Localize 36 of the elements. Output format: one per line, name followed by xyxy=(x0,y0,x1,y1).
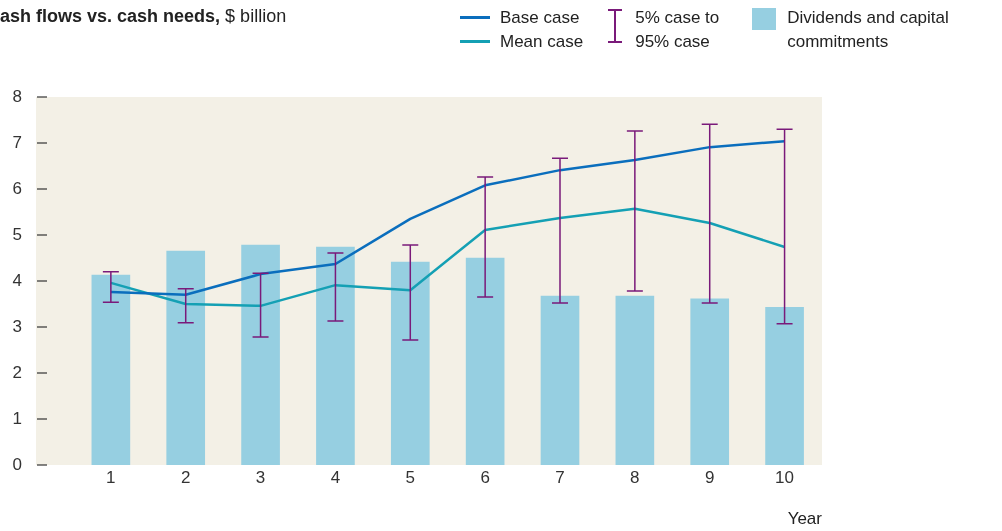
bar xyxy=(91,274,131,465)
x-tick-label: 10 xyxy=(775,467,795,487)
y-tick-label: 0 xyxy=(12,454,22,474)
x-tick-label: 9 xyxy=(704,467,715,487)
x-tick-label: 2 xyxy=(180,467,191,487)
bar xyxy=(316,246,355,465)
x-axis-title: Year xyxy=(787,509,822,529)
legend-label: Dividends and capital commitments xyxy=(787,7,950,53)
legend-label: Base case xyxy=(500,7,580,29)
y-tick-label: 5 xyxy=(12,224,22,244)
x-tick-label: 6 xyxy=(480,467,490,487)
x-tick-label: 1 xyxy=(106,467,116,487)
legend-label: 5% case to 95% case xyxy=(635,7,721,53)
bar xyxy=(241,244,280,465)
bar xyxy=(765,306,804,465)
x-tick-label: 4 xyxy=(330,467,341,487)
y-tick-label: 8 xyxy=(12,86,22,106)
y-tick-label: 6 xyxy=(12,178,22,198)
legend-label: Mean case xyxy=(500,31,584,53)
x-tick-label: 7 xyxy=(555,467,565,487)
chart-title: ash flows vs. cash needs, xyxy=(0,6,221,26)
x-tick-label: 3 xyxy=(255,467,266,487)
x-tick-label: 8 xyxy=(630,467,640,487)
x-tick-label: 5 xyxy=(405,467,416,487)
y-tick-label: 3 xyxy=(12,316,22,336)
y-tick-label: 2 xyxy=(12,362,22,382)
bar xyxy=(540,295,580,465)
bar xyxy=(690,298,730,465)
y-tick-label: 1 xyxy=(12,408,22,428)
bar xyxy=(615,295,655,465)
bar xyxy=(390,261,430,465)
chart-subtitle: $ billion xyxy=(224,6,287,26)
y-tick-label: 4 xyxy=(12,270,22,290)
bar xyxy=(166,250,206,465)
y-tick-label: 7 xyxy=(12,132,22,152)
bar xyxy=(465,257,505,465)
